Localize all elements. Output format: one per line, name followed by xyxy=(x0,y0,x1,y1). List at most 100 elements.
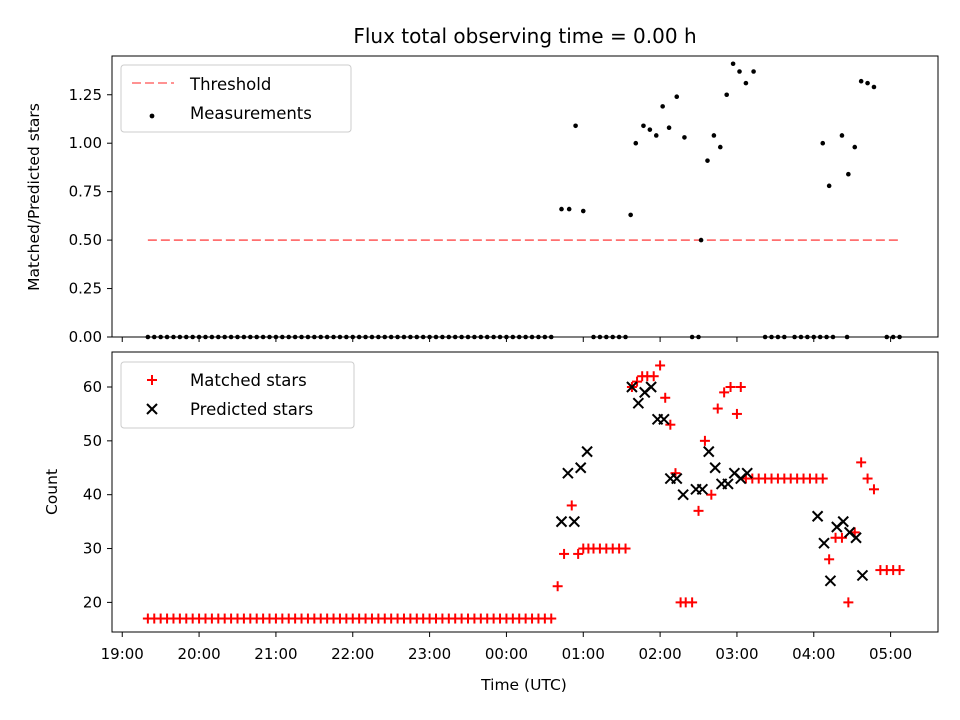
chart-title: Flux total observing time = 0.00 h xyxy=(353,24,696,48)
measurement-point xyxy=(641,123,646,129)
measurement-point xyxy=(852,144,858,150)
x-tick-label: 19:00 xyxy=(101,645,144,663)
bottom-y-axis-label: Count xyxy=(43,469,61,515)
matched-star-point xyxy=(687,597,698,608)
matched-star-point xyxy=(725,382,736,392)
matched-star-point xyxy=(706,489,717,500)
predicted-stars-points xyxy=(555,381,869,587)
predicted-star-point xyxy=(811,510,824,522)
matched-star-point xyxy=(546,613,557,624)
matched-star-point xyxy=(817,473,828,484)
measurement-point xyxy=(737,69,742,74)
matched-star-point xyxy=(731,408,742,419)
measurement-point xyxy=(871,84,877,90)
predicted-star-point xyxy=(824,575,837,587)
predicted-star-point xyxy=(696,483,709,496)
top-y-tick-label: 1.25 xyxy=(69,86,102,104)
matched-star-point xyxy=(693,505,704,516)
top-y-ticks: 0.00 0.25 0.50 0.75 1.00 1.25 xyxy=(69,86,112,346)
measurement-point xyxy=(580,208,586,214)
measurement-point xyxy=(674,94,680,99)
matched-star-point xyxy=(660,392,671,403)
legend-threshold-label: Threshold xyxy=(189,75,271,94)
matched-star-point xyxy=(573,548,584,559)
measurement-point xyxy=(705,158,710,163)
measurement-point xyxy=(820,140,826,146)
legend-measurements-label: Measurements xyxy=(190,104,312,123)
x-axis-label: Time (UTC) xyxy=(480,676,567,694)
measurement-point xyxy=(647,127,653,132)
predicted-star-point xyxy=(626,381,638,393)
matched-star-point xyxy=(699,435,710,446)
bottom-y-tick-label: 30 xyxy=(83,540,102,558)
predicted-star-point xyxy=(555,515,568,528)
matched-star-point xyxy=(712,403,723,414)
predicted-star-point xyxy=(818,537,830,549)
measurement-point xyxy=(653,133,659,138)
top-panel: 0.00 0.25 0.50 0.75 1.00 1.25 Matched/Predict… xyxy=(25,55,939,346)
predicted-star-point xyxy=(562,467,574,479)
matched-star-point xyxy=(632,376,643,387)
matched-stars-points xyxy=(142,360,905,624)
measurement-point xyxy=(724,92,729,98)
legend-measurements-swatch xyxy=(149,113,155,119)
predicted-star-point xyxy=(645,381,657,393)
top-y-tick-label: 0.25 xyxy=(69,280,102,298)
bottom-y-tick-label: 50 xyxy=(83,432,102,450)
predicted-star-point xyxy=(677,488,689,501)
measurement-point xyxy=(717,144,723,150)
matched-star-point xyxy=(862,473,873,484)
matched-star-point xyxy=(665,419,676,430)
bottom-y-ticks: 20 30 40 50 60 xyxy=(83,378,112,611)
matched-star-point xyxy=(735,382,746,392)
x-tick-label: 04:00 xyxy=(792,645,835,663)
predicted-star-point xyxy=(568,515,581,528)
predicted-star-point xyxy=(837,515,849,528)
measurement-point xyxy=(633,140,639,146)
matched-star-point xyxy=(559,548,570,559)
matched-star-point xyxy=(868,484,879,495)
measurement-point xyxy=(573,123,578,129)
measurement-point xyxy=(730,61,736,67)
matched-star-point xyxy=(648,371,659,382)
x-tick-label: 00:00 xyxy=(485,645,528,663)
measurement-point xyxy=(846,171,851,177)
measurement-point xyxy=(826,183,832,189)
predicted-star-point xyxy=(741,467,753,479)
x-tick-label: 02:00 xyxy=(638,645,681,663)
legend-matched-label: Matched stars xyxy=(190,371,307,390)
bottom-y-tick-label: 20 xyxy=(83,593,102,611)
bottom-x-ticks: 19:00 20:00 21:00 22:00 23:00 00:00 01:00 02:00… xyxy=(101,632,912,663)
top-y-tick-label: 1.00 xyxy=(69,134,102,152)
matched-star-point xyxy=(566,500,577,511)
predicted-star-point xyxy=(658,413,670,426)
measurement-point xyxy=(858,78,864,84)
matched-star-point xyxy=(552,581,563,592)
top-y-tick-label: 0.00 xyxy=(69,328,102,346)
matched-star-point xyxy=(620,543,631,554)
predicted-star-point xyxy=(850,532,862,544)
legend-matched-swatch xyxy=(147,375,157,385)
predicted-star-point xyxy=(709,462,721,474)
x-tick-label: 05:00 xyxy=(869,645,912,663)
matched-star-point xyxy=(824,554,835,565)
bottom-panel-frame xyxy=(111,351,939,633)
measurement-point xyxy=(566,206,572,212)
x-tick-label: 20:00 xyxy=(177,645,220,663)
measurement-point xyxy=(666,125,672,131)
top-legend: Threshold Measurements xyxy=(120,64,352,133)
top-y-tick-label: 0.50 xyxy=(69,231,102,249)
legend-predicted-swatch xyxy=(146,403,158,415)
measurement-point xyxy=(698,237,704,243)
legend-predicted-label: Predicted stars xyxy=(190,400,313,419)
top-panel-frame xyxy=(111,55,939,338)
bottom-legend: Matched stars Predicted stars xyxy=(120,361,355,429)
x-tick-label: 22:00 xyxy=(331,645,374,663)
bottom-y-tick-label: 40 xyxy=(83,486,102,504)
predicted-star-point xyxy=(856,569,869,582)
x-tick-label: 01:00 xyxy=(562,645,605,663)
predicted-star-point xyxy=(722,478,734,490)
measurement-point xyxy=(628,212,633,218)
bottom-legend-box xyxy=(120,361,355,429)
